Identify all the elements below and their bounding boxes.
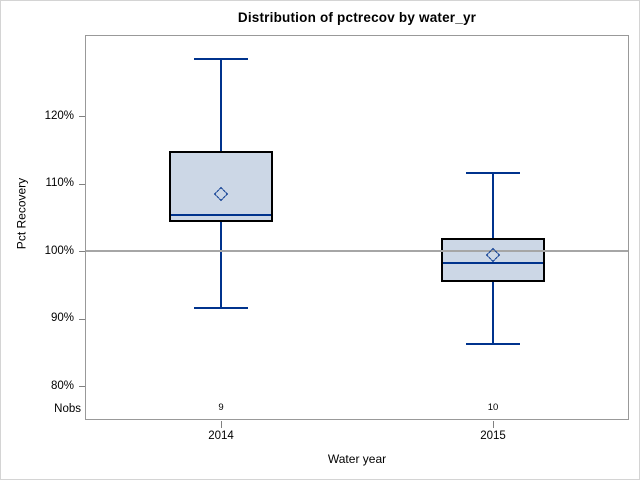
x-tick-mark-2015 <box>493 421 494 428</box>
y-tick-label: 120% <box>44 109 74 122</box>
whisker-cap-bottom-2015 <box>466 343 520 346</box>
nobs-value-2014: 9 <box>218 402 224 413</box>
x-axis-title: Water year <box>327 452 387 466</box>
y-tick-label: 80% <box>50 379 74 392</box>
box-2015 <box>441 238 545 282</box>
y-tick-mark <box>79 183 85 185</box>
whisker-cap-top-2014 <box>194 58 248 61</box>
y-tick-mark <box>79 116 85 118</box>
box-2014 <box>169 151 273 223</box>
nobs-label: Nobs <box>54 403 81 415</box>
x-tick-mark-2014 <box>221 421 222 428</box>
y-axis-title: Pct Recovery <box>14 177 29 250</box>
whisker-cap-top-2015 <box>466 172 520 175</box>
x-tick-label-2015: 2015 <box>480 430 506 442</box>
y-tick-label: 90% <box>50 312 74 325</box>
nobs-value-2015: 10 <box>487 402 499 413</box>
y-tick-label: 110% <box>45 177 74 190</box>
y-tick-mark <box>79 386 85 388</box>
plot-area <box>85 35 629 420</box>
y-tick-label: 100% <box>44 244 74 257</box>
chart-title: Distribution of pctrecov by water_yr <box>237 10 477 25</box>
y-tick-mark <box>79 251 85 253</box>
reference-line <box>86 250 628 253</box>
x-tick-label-2014: 2014 <box>208 430 234 442</box>
median-line-2015 <box>443 262 543 265</box>
y-tick-mark <box>79 318 85 320</box>
whisker-cap-bottom-2014 <box>194 306 248 309</box>
median-line-2014 <box>171 213 271 216</box>
